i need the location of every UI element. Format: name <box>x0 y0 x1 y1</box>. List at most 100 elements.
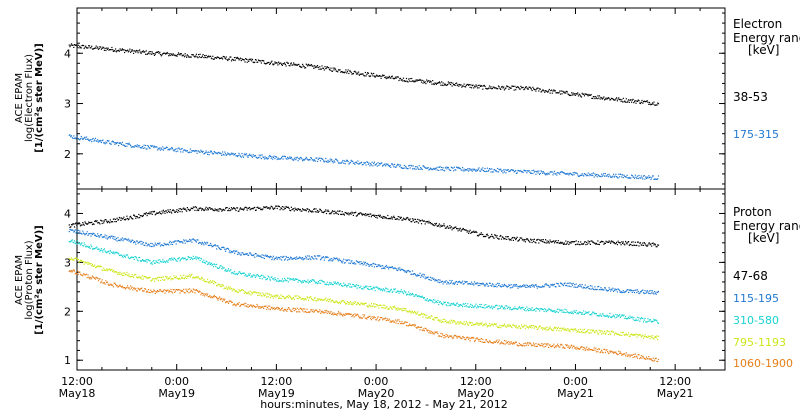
data-point <box>342 300 344 302</box>
data-point <box>591 173 593 175</box>
data-point <box>152 53 154 55</box>
data-point <box>86 246 88 248</box>
data-point <box>274 277 276 279</box>
data-point <box>290 278 292 280</box>
data-point <box>346 285 348 287</box>
data-point <box>460 282 462 284</box>
data-point <box>601 97 603 99</box>
data-point <box>76 223 79 225</box>
data-point <box>564 91 566 93</box>
data-point <box>450 281 452 283</box>
data-point <box>322 299 324 301</box>
data-point <box>167 149 169 151</box>
data-point <box>616 291 618 293</box>
data-point <box>288 64 290 67</box>
data-point <box>108 49 110 51</box>
data-point <box>458 228 460 230</box>
data-point <box>323 299 325 301</box>
data-point <box>509 308 511 310</box>
data-point <box>651 321 653 323</box>
data-point <box>558 285 560 287</box>
data-point <box>411 293 413 295</box>
data-point <box>428 220 430 222</box>
data-point <box>143 213 145 215</box>
data-point <box>579 94 581 96</box>
data-point <box>568 242 571 244</box>
data-point <box>168 258 171 260</box>
data-point <box>288 294 290 297</box>
data-point <box>139 49 141 51</box>
data-point <box>568 330 571 332</box>
data-point <box>438 169 440 171</box>
data-point <box>366 285 368 287</box>
data-point <box>69 240 71 243</box>
data-point <box>414 294 417 296</box>
data-point <box>420 312 423 314</box>
data-point <box>496 325 498 327</box>
data-point <box>172 278 174 280</box>
data-point <box>583 93 585 95</box>
data-point <box>322 158 324 160</box>
data-point <box>275 257 277 259</box>
data-point <box>411 221 413 223</box>
data-point <box>607 330 609 332</box>
data-point <box>592 241 594 243</box>
data-point <box>657 322 659 324</box>
data-point <box>501 325 503 327</box>
data-point <box>86 138 88 140</box>
data-point <box>114 50 116 52</box>
data-point <box>120 254 122 256</box>
data-point <box>408 311 410 313</box>
data-point <box>305 257 307 259</box>
data-point <box>263 156 265 158</box>
electron-legend-unit: [keV] <box>748 43 779 57</box>
data-point <box>227 152 229 154</box>
data-point <box>242 59 245 61</box>
data-point <box>118 239 120 241</box>
data-point <box>549 286 551 288</box>
data-point <box>494 169 496 171</box>
data-point <box>123 254 125 256</box>
data-point <box>427 317 429 319</box>
data-point <box>195 206 197 208</box>
data-point <box>571 283 573 285</box>
data-point <box>73 240 76 242</box>
data-point <box>179 278 181 280</box>
data-point <box>321 299 323 301</box>
data-point <box>237 292 239 294</box>
data-point <box>72 223 74 225</box>
data-point <box>639 177 641 179</box>
data-point <box>560 242 562 244</box>
data-point <box>618 97 620 99</box>
data-point <box>393 305 396 307</box>
data-point <box>74 229 76 231</box>
data-point <box>530 172 532 174</box>
data-point <box>645 245 648 247</box>
data-point <box>604 315 606 317</box>
data-point <box>583 175 585 177</box>
data-point <box>162 259 164 261</box>
data-point <box>554 327 556 329</box>
data-point <box>370 216 372 218</box>
data-point <box>193 206 195 208</box>
data-point <box>587 329 589 331</box>
data-point <box>417 167 419 169</box>
data-point <box>447 227 449 229</box>
data-point <box>479 84 481 86</box>
data-point <box>150 279 153 282</box>
electron-y-tick-label: 4 <box>64 47 71 60</box>
data-point <box>105 49 107 52</box>
data-point <box>239 155 242 157</box>
data-point <box>410 221 412 223</box>
data-point <box>402 77 405 79</box>
data-point <box>228 268 230 270</box>
data-point <box>343 72 345 74</box>
data-point <box>418 165 420 167</box>
data-point <box>342 159 344 162</box>
data-point <box>622 101 624 103</box>
data-point <box>412 81 414 83</box>
data-point <box>373 214 375 216</box>
data-point <box>202 261 204 263</box>
data-point <box>94 47 96 49</box>
data-point <box>88 233 91 235</box>
